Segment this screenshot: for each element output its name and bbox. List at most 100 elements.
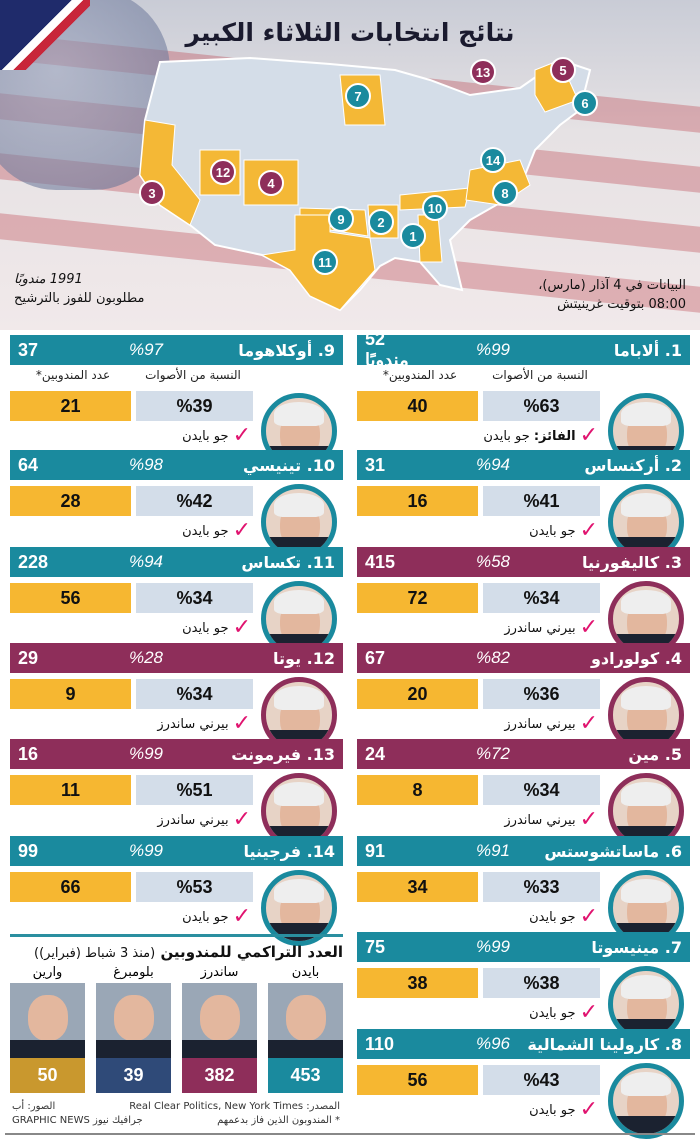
state-name: 7. مينيسوتا <box>591 937 682 957</box>
state-card: 6. ماساتشوستس %91 91 %33 34 ✓ جو بايدن <box>357 836 690 946</box>
check-icon: ✓ <box>579 711 598 736</box>
candidate-name: بايدن <box>291 965 320 980</box>
state-name: 4. كولورادو <box>590 648 682 668</box>
check-icon: ✓ <box>232 615 251 640</box>
winner-prefix: الفائز: <box>533 428 576 444</box>
delegates-label: عدد المندوبين* <box>382 368 458 382</box>
state-card: 12. يوتا %28 29 %34 9 ✓ بيرني ساندرز <box>10 643 343 753</box>
reporting-percent: %99 <box>475 937 510 956</box>
card-header: 7. مينيسوتا %99 75 <box>357 932 690 962</box>
source-note: المصدر: Real Clear Politics, New York Ti… <box>129 1100 340 1128</box>
face <box>114 995 154 1041</box>
state-name: 14. فرجينيا <box>243 841 335 861</box>
winner-name: جو بايدن <box>182 523 229 539</box>
map-marker-5: 5 <box>550 57 576 83</box>
map-marker-14: 14 <box>480 147 506 173</box>
candidate-name: بلومبرغ <box>113 965 154 980</box>
hair <box>621 1072 671 1096</box>
required-subtitle: مطلوبون للفوز بالترشيح <box>14 291 145 306</box>
state-card: 10. تينيسي %98 64 %42 28 ✓ جو بايدن <box>10 450 343 560</box>
delegate-count: 382 <box>182 1058 257 1093</box>
state-card: 11. تكساس %94 228 %34 56 ✓ جو بايدن <box>10 547 343 657</box>
winner-name: جو بايدن <box>529 1005 576 1021</box>
winner-line: ✓ جو بايدن <box>357 906 598 928</box>
candidate-photo <box>182 983 257 1058</box>
map-marker-9: 9 <box>328 206 354 232</box>
us-outline <box>138 56 592 312</box>
vote-share: %42 <box>136 486 253 516</box>
data-time-note: البيانات في 4 آذار (مارس)، 08:00 بتوقيت … <box>538 276 686 314</box>
reporting-percent: %82 <box>475 648 510 667</box>
map-marker-3: 3 <box>139 180 165 206</box>
required-count: 1991 مندوبًا <box>14 272 83 287</box>
winner-name: بيرني ساندرز <box>504 812 576 828</box>
total-delegates: 99 <box>18 840 39 861</box>
state-name: 13. فيرمونت <box>231 744 335 764</box>
total-delegates: 228 <box>18 551 49 572</box>
card-header: 1. ألاباما %99 52 مندوبًا <box>357 329 690 370</box>
result-row: %42 28 <box>10 486 253 516</box>
check-icon: ✓ <box>232 423 251 448</box>
photo-credit: الصور: أب <box>12 1101 56 1112</box>
result-row: %34 8 <box>357 775 600 805</box>
delegates-won: 8 <box>357 775 478 805</box>
card-header: 12. يوتا %28 29 <box>10 643 343 673</box>
delegates-won: 72 <box>357 583 478 613</box>
winner-name: جو بايدن <box>529 523 576 539</box>
footnote-text: * المندوبون الذين فاز بدعمهم <box>217 1115 340 1126</box>
result-row: %51 11 <box>10 775 253 805</box>
vote-label: النسبة من الأصوات <box>492 368 588 382</box>
check-icon: ✓ <box>232 518 251 543</box>
vote-share: %34 <box>483 775 600 805</box>
hair <box>274 590 324 614</box>
check-icon: ✓ <box>579 518 598 543</box>
result-row: %41 16 <box>357 486 600 516</box>
vote-share: %63 <box>483 391 600 421</box>
cumulative-subtitle: (منذ 3 شباط (فبراير)) <box>34 946 156 961</box>
state-name: 2. أركنساس <box>584 455 682 475</box>
hair <box>621 493 671 517</box>
vote-share: %33 <box>483 872 600 902</box>
state-name: 8. كارولينا الشمالية <box>527 1034 682 1054</box>
vote-share: %53 <box>136 872 253 902</box>
total-delegates: 64 <box>18 454 39 475</box>
state-card: 3. كاليفورنيا %58 415 %34 72 ✓ بيرني سان… <box>357 547 690 657</box>
map-marker-1: 1 <box>400 223 426 249</box>
delegates-label: عدد المندوبين* <box>35 368 111 382</box>
delegate-count: 39 <box>96 1058 171 1093</box>
map-hero: نتائج انتخابات الثلاثاء الكبير 1991 مندو… <box>0 0 700 330</box>
data-time: 08:00 بتوقيت غرينيتش <box>557 297 686 312</box>
column-labels: النسبة من الأصوات عدد المندوبين* <box>357 365 600 385</box>
credits: الصور: أب جرافيك نيوز GRAPHIC NEWS <box>12 1100 143 1128</box>
vote-share: %43 <box>483 1065 600 1095</box>
reporting-percent: %94 <box>128 552 163 571</box>
candidate-photo <box>268 983 343 1058</box>
delegates-won: 40 <box>357 391 478 421</box>
delegates-won: 38 <box>357 968 478 998</box>
winner-name: بيرني ساندرز <box>504 716 576 732</box>
check-icon: ✓ <box>579 1000 598 1025</box>
total-delegates: 52 مندوبًا <box>365 329 409 370</box>
total-delegates: 16 <box>18 743 39 764</box>
card-header: 11. تكساس %94 228 <box>10 547 343 577</box>
hair <box>621 686 671 710</box>
reporting-percent: %99 <box>475 340 510 359</box>
state-card: 7. مينيسوتا %99 75 %38 38 ✓ جو بايدن <box>357 932 690 1042</box>
result-row: %53 66 <box>10 872 253 902</box>
delegates-won: 66 <box>10 872 131 902</box>
total-delegates: 415 <box>365 551 396 572</box>
winner-name: بيرني ساندرز <box>157 812 229 828</box>
reporting-percent: %96 <box>475 1034 510 1053</box>
result-row: %34 56 <box>10 583 253 613</box>
candidate-columns: بايدن 453 ساندرز 382 بلومبرغ 39 وارين 50 <box>10 965 343 1093</box>
map-marker-6: 6 <box>572 90 598 116</box>
state-name: 12. يوتا <box>273 648 335 668</box>
candidate-name: وارين <box>32 965 63 980</box>
state-card: 13. فيرمونت %99 16 %51 11 ✓ بيرني ساندرز <box>10 739 343 849</box>
result-row: %63 40 <box>357 391 600 421</box>
winner-line: ✓ الفائز: جو بايدن <box>357 425 598 447</box>
map-marker-12: 12 <box>210 159 236 185</box>
delegates-won: 16 <box>357 486 478 516</box>
map-marker-7: 7 <box>345 83 371 109</box>
map-marker-10: 10 <box>422 195 448 221</box>
